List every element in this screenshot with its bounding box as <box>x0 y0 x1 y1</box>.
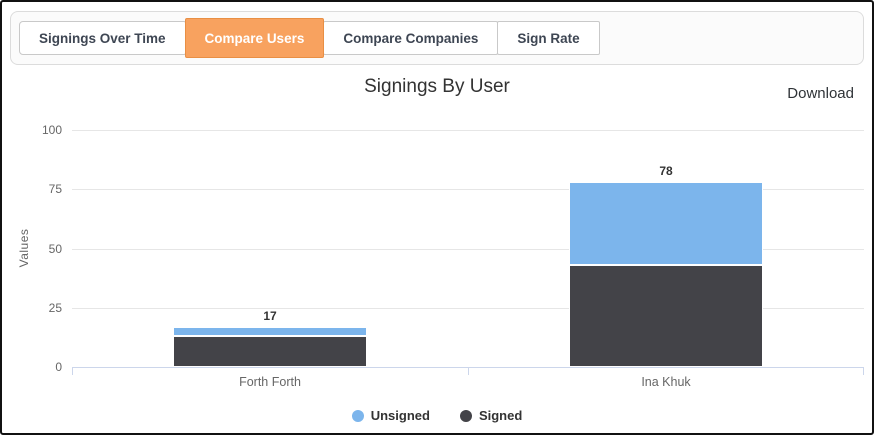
x-axis-tick <box>863 367 864 375</box>
gridline-100 <box>72 130 864 131</box>
bar-signed-forth-forth[interactable] <box>173 336 367 367</box>
legend-label: Signed <box>478 408 523 423</box>
legend-item-unsigned[interactable]: Unsigned <box>351 408 430 423</box>
x-axis-tick <box>468 367 469 375</box>
chart-legend: Unsigned Signed <box>2 408 872 423</box>
x-axis-tick <box>72 367 73 375</box>
legend-item-signed[interactable]: Signed <box>459 408 523 423</box>
tab-compare-users[interactable]: Compare Users <box>184 18 325 58</box>
tab-signings-over-time[interactable]: Signings Over Time <box>19 21 186 55</box>
chart-tab-bar: Signings Over Time Compare Users Compare C… <box>10 11 864 65</box>
y-axis-tick-label: 25 <box>48 300 62 315</box>
gridline-25 <box>72 307 864 309</box>
gridline-50 <box>72 248 864 250</box>
gridline-75 <box>72 189 864 191</box>
legend-marker-icon <box>351 409 364 422</box>
legend-label: Unsigned <box>370 408 430 423</box>
download-link[interactable]: Download <box>787 85 854 102</box>
y-axis-tick-label: 100 <box>41 123 62 137</box>
x-axis-category-label: Forth Forth <box>239 375 301 389</box>
plot-area: 0 25 50 75 100 17 Forth Forth 78 Ina Khuk <box>42 123 864 389</box>
x-axis-category-label: Ina Khuk <box>641 375 691 389</box>
stack-total-label: 17 <box>263 308 277 323</box>
tab-sign-rate[interactable]: Sign Rate <box>497 21 600 55</box>
stack-total-label: 78 <box>659 164 673 179</box>
y-axis-tick-label: 0 <box>55 360 62 374</box>
tab-compare-companies[interactable]: Compare Companies <box>323 21 499 55</box>
y-axis-tick-label: 50 <box>48 241 62 256</box>
bar-unsigned-ina-khuk[interactable] <box>569 182 763 266</box>
y-axis-tick-label: 75 <box>48 182 62 197</box>
bar-unsigned-forth-forth[interactable] <box>173 326 367 337</box>
chart-title: Signings By User <box>364 76 510 97</box>
legend-marker-icon <box>459 409 472 422</box>
bar-signed-ina-khuk[interactable] <box>569 265 763 367</box>
